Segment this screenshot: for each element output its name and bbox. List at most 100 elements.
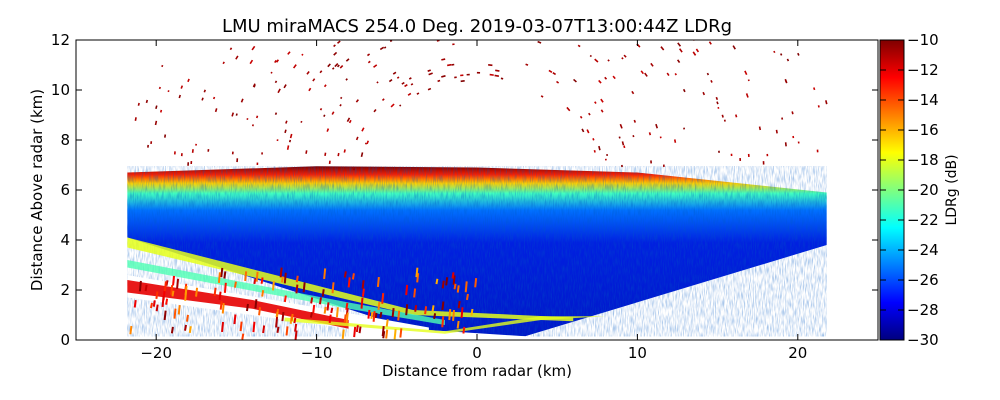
- noise-speckle: [410, 83, 414, 86]
- clutter-speckle: [223, 271, 227, 279]
- noise-speckle: [326, 128, 330, 132]
- clutter-speckle: [283, 295, 287, 303]
- ground-clutter: [284, 316, 606, 334]
- x-axis: −20 −10 0 10 20: [140, 40, 807, 362]
- clutter-speckle: [345, 302, 349, 310]
- clutter-speckle: [385, 329, 389, 339]
- clutter-speckle: [464, 281, 468, 293]
- noise-speckle: [674, 72, 677, 76]
- noise-speckle: [390, 103, 395, 108]
- noise-speckle: [673, 139, 677, 143]
- noise-speckle: [408, 77, 412, 80]
- noise-speckle: [323, 114, 326, 117]
- clutter-speckle: [213, 287, 217, 297]
- noise-speckle: [678, 48, 683, 53]
- noise-speckle: [255, 115, 259, 119]
- colorbar-tick-label: −28: [907, 301, 939, 319]
- clutter-speckle: [474, 278, 478, 288]
- noise-speckle: [361, 127, 365, 132]
- noise-speckle: [758, 126, 762, 131]
- noise-speckle: [154, 120, 158, 126]
- noise-speckle: [494, 74, 500, 77]
- noise-speckle: [289, 133, 293, 139]
- clutter-speckle: [376, 276, 380, 288]
- x-axis-label: Distance from radar (km): [382, 362, 572, 380]
- noise-speckle: [594, 101, 597, 104]
- colorbar-axis: −10 −12 −14 −16 −18 −20 −22 −24 −26 −28 −30: [880, 31, 939, 349]
- clutter-speckle: [170, 326, 174, 334]
- noise-speckle: [677, 42, 682, 47]
- noise-speckle: [732, 45, 736, 50]
- noise-speckle: [623, 54, 627, 58]
- clutter-speckle: [245, 303, 249, 312]
- clutter-speckle: [260, 277, 264, 284]
- clutter-speckle: [161, 295, 165, 308]
- noise-speckle: [600, 109, 604, 113]
- clutter-speckle: [279, 267, 283, 278]
- noise-speckle: [682, 88, 686, 93]
- clutter-speckle: [452, 275, 456, 285]
- noise-speckle: [579, 115, 583, 119]
- noise-speckle: [381, 98, 385, 101]
- noise-speckle: [286, 145, 290, 150]
- noise-speckle: [305, 150, 308, 154]
- clutter-speckle: [233, 314, 237, 325]
- noise-speckle: [447, 63, 452, 67]
- noise-speckle: [633, 119, 637, 123]
- clutter-speckle: [385, 319, 389, 327]
- clutter-speckle: [424, 306, 428, 315]
- clutter-speckle: [456, 285, 460, 293]
- noise-speckle: [825, 100, 828, 105]
- clutter-speckle: [355, 325, 359, 333]
- noise-speckle: [598, 145, 601, 151]
- noise-speckle: [339, 65, 344, 69]
- noise-speckle: [695, 48, 700, 53]
- noise-speckle: [650, 62, 654, 67]
- noise-speckle: [324, 152, 327, 156]
- colorbar-label: LDRg (dB): [944, 154, 960, 225]
- clutter-speckle: [405, 284, 409, 296]
- noise-speckle: [145, 99, 149, 104]
- clutter-speckle: [358, 326, 362, 334]
- clutter-speckle: [460, 307, 464, 319]
- noise-speckle: [364, 142, 367, 145]
- clutter-speckle: [275, 316, 279, 328]
- noise-speckle: [306, 71, 310, 75]
- noise-speckle: [167, 90, 170, 93]
- clutter-speckle: [323, 268, 327, 280]
- noise-speckle: [285, 120, 288, 124]
- clutter-speckle: [294, 323, 298, 332]
- clutter-speckle: [276, 326, 280, 333]
- noise-speckle: [644, 72, 648, 77]
- clutter-speckle: [341, 329, 345, 339]
- clutter-speckle: [195, 287, 199, 297]
- noise-speckle: [598, 79, 602, 84]
- clutter-speckle: [312, 304, 316, 314]
- clutter-speckle: [258, 307, 262, 316]
- noise-speckle: [621, 57, 624, 60]
- noise-speckle: [292, 64, 297, 69]
- noise-speckle: [308, 87, 312, 92]
- clutter-speckle: [318, 297, 322, 305]
- y-tick-label: 4: [60, 231, 70, 249]
- noise-speckle: [389, 40, 393, 43]
- noise-speckle: [593, 149, 596, 153]
- noise-speckle: [270, 71, 273, 74]
- clutter-speckle: [221, 321, 225, 333]
- clutter-speckle: [281, 311, 285, 322]
- clutter-speckle: [470, 308, 474, 316]
- noise-speckle: [784, 78, 788, 84]
- clutter-speckle: [275, 311, 279, 318]
- noise-speckle: [708, 41, 712, 45]
- colorbar-tick-label: −26: [907, 271, 939, 289]
- clutter-speckle: [448, 309, 452, 321]
- noise-speckle: [388, 78, 393, 83]
- noise-speckle: [660, 46, 665, 51]
- clutter-speckle: [323, 306, 327, 314]
- clutter-speckle: [173, 308, 177, 319]
- clutter-speckle: [252, 321, 256, 333]
- chart-title: LMU miraMACS 254.0 Deg. 2019-03-07T13:00…: [222, 16, 732, 37]
- noise-speckle: [203, 89, 207, 93]
- clutter-speckle: [152, 300, 156, 307]
